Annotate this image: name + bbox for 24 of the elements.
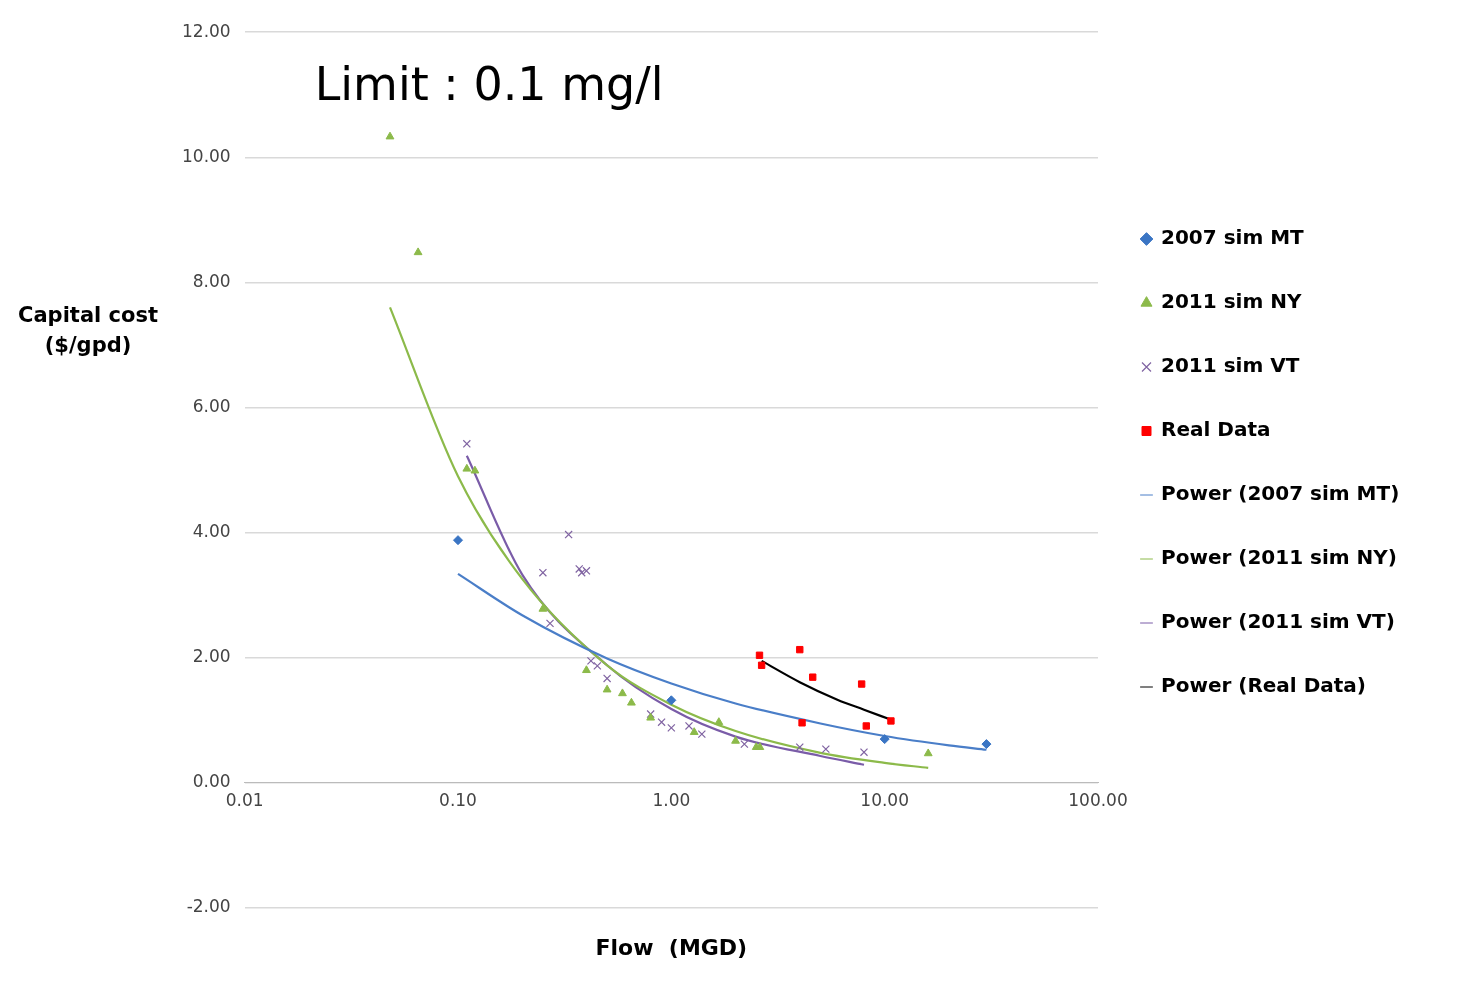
x-tick-label: 1.00 [652,789,691,810]
y-tick-label: 8.00 [192,270,231,291]
legend-label: Real Data [1161,417,1271,442]
legend-label: 2011 sim VT [1161,353,1300,378]
legend-label: Power (Real Data) [1161,673,1366,698]
legend-label: 2011 sim NY [1161,289,1302,314]
x-tick-label: 0.01 [225,789,264,810]
y-tick-label: -2.00 [186,896,231,917]
y-tick-label: 6.00 [192,395,231,416]
legend-label: Power (2011 sim VT) [1161,609,1395,634]
x-tick-label: 0.10 [439,789,477,810]
x-tick-label: 10.00 [860,789,909,810]
y-tick-label: 12.00 [182,20,231,41]
y-axis-title: Capital cost ($/gpd) [18,302,158,357]
y-tick-label: 10.00 [182,145,231,166]
y-tick-label: 4.00 [192,521,231,542]
legend-label: 2007 sim MT [1161,225,1305,250]
x-axis-title: Flow (MGD) [595,934,748,960]
y-tick-label: 2.00 [192,646,231,667]
legend-label: Power (2011 sim NY) [1161,545,1397,570]
x-tick-label: 100.00 [1068,789,1128,810]
text: Limit : 0.1 mg/l [314,57,664,112]
legend-label: Power (2007 sim MT) [1161,481,1400,506]
y-tick-label: 0.00 [192,771,231,792]
